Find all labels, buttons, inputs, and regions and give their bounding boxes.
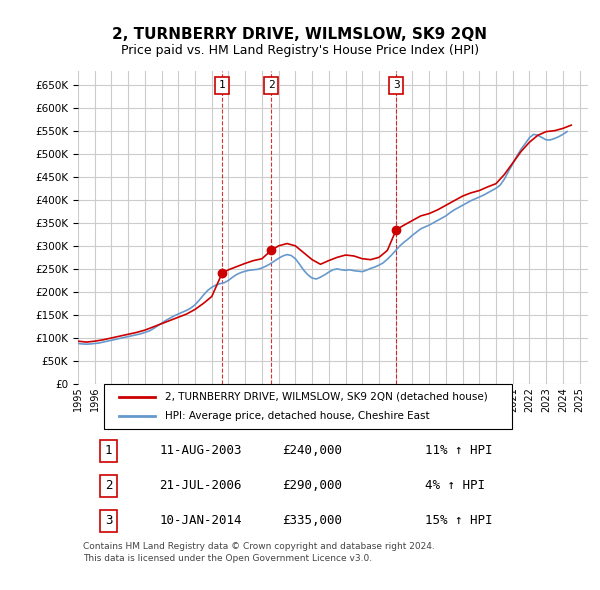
- Text: 15% ↑ HPI: 15% ↑ HPI: [425, 514, 493, 527]
- Text: 2: 2: [105, 479, 112, 492]
- Text: 21-JUL-2006: 21-JUL-2006: [160, 479, 242, 492]
- Text: Price paid vs. HM Land Registry's House Price Index (HPI): Price paid vs. HM Land Registry's House …: [121, 44, 479, 57]
- Text: 1: 1: [105, 444, 112, 457]
- Text: 11-AUG-2003: 11-AUG-2003: [160, 444, 242, 457]
- Text: £335,000: £335,000: [282, 514, 342, 527]
- Text: 3: 3: [393, 80, 400, 90]
- Text: 10-JAN-2014: 10-JAN-2014: [160, 514, 242, 527]
- Text: 2: 2: [268, 80, 275, 90]
- Text: Contains HM Land Registry data © Crown copyright and database right 2024.
This d: Contains HM Land Registry data © Crown c…: [83, 542, 435, 563]
- Text: 2, TURNBERRY DRIVE, WILMSLOW, SK9 2QN (detached house): 2, TURNBERRY DRIVE, WILMSLOW, SK9 2QN (d…: [164, 392, 487, 402]
- Text: 2, TURNBERRY DRIVE, WILMSLOW, SK9 2QN: 2, TURNBERRY DRIVE, WILMSLOW, SK9 2QN: [113, 27, 487, 41]
- FancyBboxPatch shape: [104, 384, 512, 429]
- Text: 1: 1: [218, 80, 226, 90]
- Text: 4% ↑ HPI: 4% ↑ HPI: [425, 479, 485, 492]
- Text: HPI: Average price, detached house, Cheshire East: HPI: Average price, detached house, Ches…: [164, 411, 430, 421]
- Text: £290,000: £290,000: [282, 479, 342, 492]
- Text: 3: 3: [105, 514, 112, 527]
- Text: £240,000: £240,000: [282, 444, 342, 457]
- Text: 11% ↑ HPI: 11% ↑ HPI: [425, 444, 493, 457]
